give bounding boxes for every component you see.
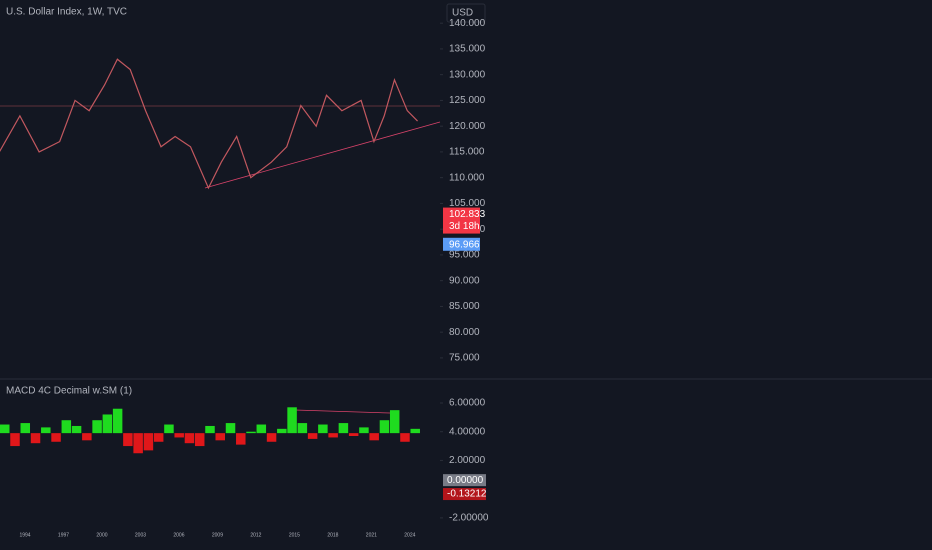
histogram-bar xyxy=(10,433,20,447)
histogram-bar xyxy=(246,431,256,434)
y-tick-label: 130.000 xyxy=(449,69,486,80)
x-tick-label: 2006 xyxy=(173,532,184,538)
value-tag-label: -0.13212 xyxy=(447,489,487,500)
histogram-bar xyxy=(143,433,154,451)
trend-line xyxy=(204,121,441,189)
price-line xyxy=(0,58,418,190)
y-tick-label: 135.000 xyxy=(449,44,486,55)
y-tick-label: 125.000 xyxy=(449,95,486,106)
y-tick-label: -2.00000 xyxy=(449,513,489,524)
histogram-bar xyxy=(236,433,246,445)
histogram-bar xyxy=(338,423,349,434)
histogram-bar xyxy=(410,428,420,434)
histogram-bar xyxy=(164,424,174,434)
histogram-bar xyxy=(389,410,400,434)
histogram-bar xyxy=(71,425,82,434)
histogram-bar xyxy=(82,433,92,441)
histogram-bar xyxy=(215,433,225,441)
chart-title: U.S. Dollar Index, 1W, TVC xyxy=(6,7,127,18)
y-tick-label: 4.00000 xyxy=(449,426,486,437)
divergence-line xyxy=(294,409,391,414)
x-tick-label: 1994 xyxy=(19,532,30,538)
histogram-bar xyxy=(20,423,31,434)
histogram-bar xyxy=(51,433,61,442)
histogram-bar xyxy=(205,425,215,434)
value-tag xyxy=(443,488,486,501)
y-tick-label: 95.000 xyxy=(449,250,480,261)
price-tag-sub: 3d 18h xyxy=(449,221,480,232)
histogram-bar xyxy=(307,433,318,439)
x-tick-label: 2021 xyxy=(366,532,377,538)
y-tick-label: 75.000 xyxy=(449,353,480,364)
histogram-bar xyxy=(287,407,297,434)
histogram-bar xyxy=(102,414,113,434)
histogram-bar xyxy=(41,427,51,434)
price-tag xyxy=(443,207,480,234)
y-tick-label: 140.000 xyxy=(449,18,486,29)
histogram-bar xyxy=(61,420,72,434)
y-tick-label: 85.000 xyxy=(449,301,480,312)
histogram-bar xyxy=(133,433,143,454)
histogram-bar xyxy=(123,433,133,447)
histogram-bar xyxy=(256,424,267,434)
x-tick-label: 2018 xyxy=(327,532,338,538)
histogram-bar xyxy=(174,433,184,438)
histogram-bar xyxy=(225,423,236,434)
indicator-title: MACD 4C Decimal w.SM (1) xyxy=(6,386,132,397)
histogram-bar xyxy=(0,424,10,434)
histogram-bar xyxy=(266,433,277,442)
histogram-bar xyxy=(369,433,379,441)
y-tick-label: 110.000 xyxy=(449,172,485,183)
y-tick-label: 120.000 xyxy=(449,121,486,132)
price-tag xyxy=(443,237,480,251)
y-tick-label: 90.000 xyxy=(449,275,480,286)
currency: USD xyxy=(452,8,473,19)
y-tick-label: 105.000 xyxy=(449,198,486,209)
currency-button[interactable] xyxy=(446,3,486,23)
histogram-bar xyxy=(328,433,338,438)
histogram-bar xyxy=(297,423,308,434)
histogram-bar xyxy=(153,433,164,442)
histogram-bar xyxy=(112,408,123,434)
histogram-bar xyxy=(359,427,369,434)
price-tag-label: 96.966 xyxy=(449,239,480,250)
histogram-bar xyxy=(400,433,410,442)
y-tick-label: 2.00000 xyxy=(449,455,486,466)
y-tick-label: 80.000 xyxy=(449,327,480,338)
histogram-bar xyxy=(194,433,205,447)
price-tag-label: 102.833 xyxy=(449,209,486,220)
value-tag-label: 0.00000 xyxy=(447,475,484,486)
histogram-bar xyxy=(30,433,41,444)
histogram-bar xyxy=(318,424,328,434)
value-tag xyxy=(443,474,486,487)
histogram-bar xyxy=(379,420,390,434)
x-tick-label: 2024 xyxy=(404,532,415,538)
x-tick-label: 2012 xyxy=(250,532,261,538)
y-tick-label: 6.00000 xyxy=(449,398,486,409)
histogram-bar xyxy=(184,433,195,444)
x-tick-label: 2015 xyxy=(289,532,300,538)
x-tick-label: 1997 xyxy=(58,532,69,538)
y-tick-label: 115.000 xyxy=(449,147,485,158)
histogram-bar xyxy=(92,420,102,434)
x-tick-label: 2003 xyxy=(135,532,146,538)
x-tick-label: 2009 xyxy=(212,532,223,538)
x-tick-label: 2000 xyxy=(96,532,107,538)
histogram-bar xyxy=(277,428,287,434)
histogram-bar xyxy=(348,433,359,437)
